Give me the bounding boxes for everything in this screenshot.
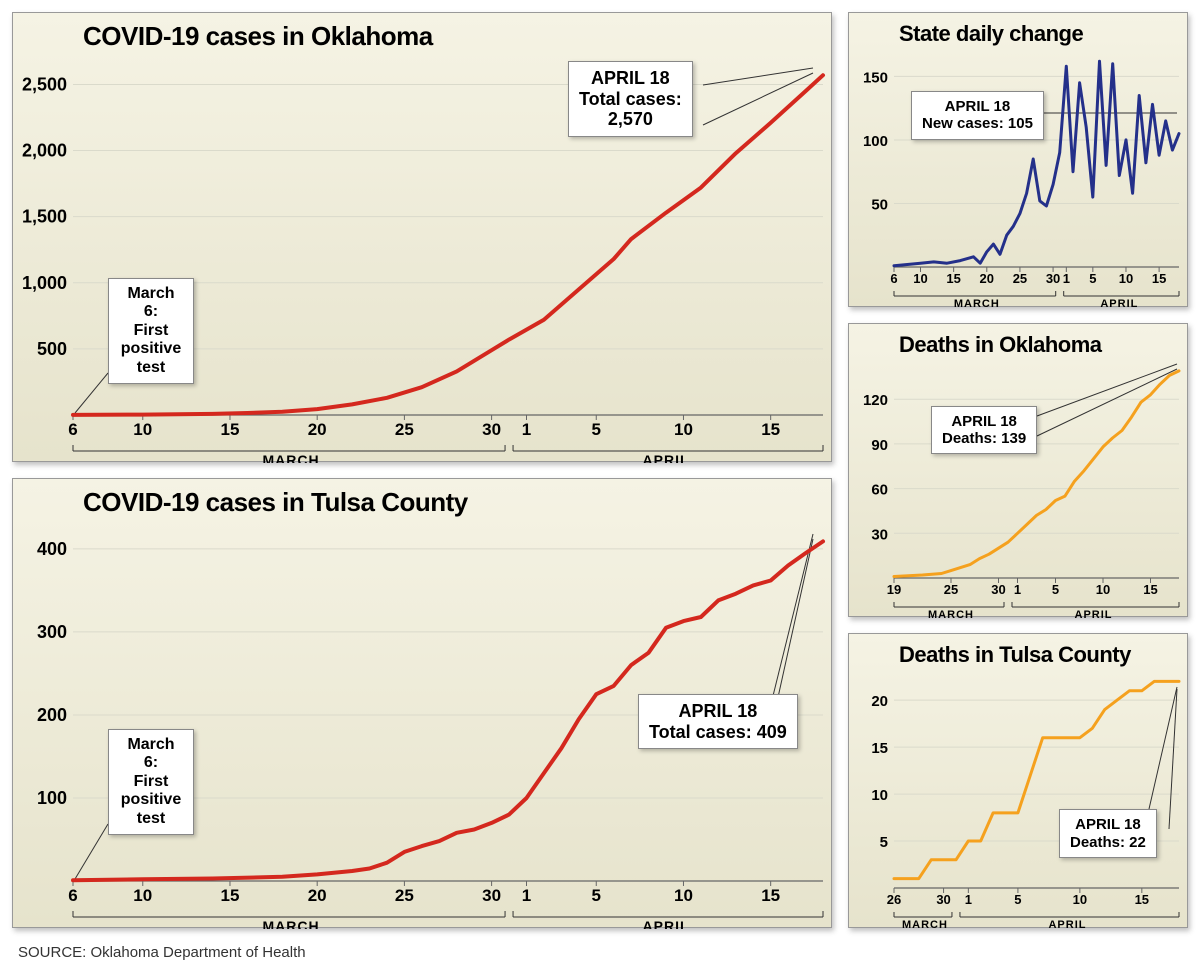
svg-text:MARCH: MARCH — [928, 609, 974, 620]
source-text: SOURCE: Oklahoma Department of Health — [12, 944, 1188, 974]
svg-text:1: 1 — [522, 420, 531, 439]
callout-first-ok: March 6:Firstpositivetest — [108, 278, 194, 384]
svg-text:25: 25 — [395, 886, 414, 905]
panel-tulsa-cases: 10020030040061015202530151015MARCHAPRIL … — [12, 478, 832, 928]
callout-daily: APRIL 18New cases: 105 — [911, 91, 1044, 140]
svg-text:25: 25 — [1013, 271, 1027, 286]
svg-text:6: 6 — [68, 886, 77, 905]
svg-text:APRIL: APRIL — [643, 918, 690, 929]
panel-deaths-ok: 306090120192530151015MARCHAPRIL Deaths i… — [848, 323, 1188, 618]
svg-text:15: 15 — [761, 886, 780, 905]
svg-text:30: 30 — [1046, 271, 1060, 286]
svg-text:10: 10 — [1096, 582, 1110, 597]
svg-text:1: 1 — [965, 892, 972, 907]
svg-text:5: 5 — [1014, 892, 1021, 907]
svg-text:MARCH: MARCH — [954, 298, 1000, 309]
svg-text:25: 25 — [944, 582, 958, 597]
chart-oklahoma-cases: 5001,0001,5002,0002,50061015202530151015… — [13, 13, 833, 463]
panel-oklahoma-cases: 5001,0001,5002,0002,50061015202530151015… — [12, 12, 832, 462]
svg-text:MARCH: MARCH — [262, 452, 319, 463]
svg-text:20: 20 — [980, 271, 994, 286]
svg-text:APRIL: APRIL — [1048, 919, 1086, 930]
callout-first-tulsa: March 6:Firstpositivetest — [108, 729, 194, 835]
svg-text:APRIL: APRIL — [1075, 609, 1113, 620]
svg-text:6: 6 — [68, 420, 77, 439]
svg-text:APRIL: APRIL — [1100, 298, 1138, 309]
chart-deaths-tulsa: 51015202630151015MARCHAPRIL — [849, 634, 1189, 930]
svg-text:MARCH: MARCH — [902, 919, 948, 930]
svg-text:10: 10 — [913, 271, 927, 286]
svg-text:15: 15 — [871, 740, 888, 757]
svg-text:19: 19 — [887, 582, 901, 597]
callout-total-ok: APRIL 18Total cases:2,570 — [568, 61, 693, 137]
svg-text:100: 100 — [863, 133, 888, 150]
svg-text:10: 10 — [871, 787, 888, 804]
svg-text:5: 5 — [1052, 582, 1059, 597]
panel-daily-change: 5010015061015202530151015MARCHAPRIL Stat… — [848, 12, 1188, 307]
svg-text:200: 200 — [37, 705, 67, 725]
svg-text:15: 15 — [221, 420, 240, 439]
svg-text:20: 20 — [308, 886, 327, 905]
svg-text:APRIL: APRIL — [643, 452, 690, 463]
svg-text:MARCH: MARCH — [262, 918, 319, 929]
svg-text:1: 1 — [522, 886, 531, 905]
title-deaths-tulsa: Deaths in Tulsa County — [899, 642, 1131, 668]
svg-text:26: 26 — [887, 892, 901, 907]
svg-text:60: 60 — [871, 481, 888, 498]
svg-text:500: 500 — [37, 339, 67, 359]
chart-deaths-ok: 306090120192530151015MARCHAPRIL — [849, 324, 1189, 620]
svg-text:2,500: 2,500 — [22, 74, 67, 94]
callout-total-tulsa: APRIL 18Total cases: 409 — [638, 694, 798, 749]
svg-text:150: 150 — [863, 69, 888, 86]
svg-text:100: 100 — [37, 788, 67, 808]
svg-text:1,500: 1,500 — [22, 207, 67, 227]
title-daily-change: State daily change — [899, 21, 1083, 47]
panel-deaths-tulsa: 51015202630151015MARCHAPRIL Deaths in Tu… — [848, 633, 1188, 928]
svg-text:15: 15 — [1152, 271, 1166, 286]
svg-text:20: 20 — [308, 420, 327, 439]
svg-text:15: 15 — [946, 271, 960, 286]
svg-text:5: 5 — [592, 420, 601, 439]
svg-text:5: 5 — [880, 834, 888, 851]
svg-text:2,000: 2,000 — [22, 141, 67, 161]
svg-text:30: 30 — [936, 892, 950, 907]
svg-text:30: 30 — [871, 526, 888, 543]
svg-text:20: 20 — [871, 694, 888, 711]
callout-deaths-tulsa: APRIL 18Deaths: 22 — [1059, 809, 1157, 858]
svg-text:15: 15 — [221, 886, 240, 905]
svg-text:50: 50 — [871, 196, 888, 213]
svg-text:15: 15 — [761, 420, 780, 439]
svg-text:30: 30 — [482, 886, 501, 905]
svg-text:10: 10 — [674, 886, 693, 905]
svg-text:10: 10 — [674, 420, 693, 439]
svg-text:1: 1 — [1014, 582, 1021, 597]
svg-text:30: 30 — [482, 420, 501, 439]
svg-text:6: 6 — [890, 271, 897, 286]
svg-text:120: 120 — [863, 392, 888, 409]
callout-deaths-ok: APRIL 18Deaths: 139 — [931, 406, 1037, 455]
svg-text:5: 5 — [1089, 271, 1096, 286]
title-ok-cases: COVID-19 cases in Oklahoma — [83, 21, 433, 52]
svg-text:1: 1 — [1063, 271, 1070, 286]
svg-text:300: 300 — [37, 622, 67, 642]
svg-text:10: 10 — [133, 886, 152, 905]
svg-text:15: 15 — [1143, 582, 1157, 597]
svg-text:5: 5 — [592, 886, 601, 905]
svg-text:10: 10 — [133, 420, 152, 439]
title-deaths-ok: Deaths in Oklahoma — [899, 332, 1102, 358]
svg-text:25: 25 — [395, 420, 414, 439]
svg-text:15: 15 — [1135, 892, 1149, 907]
svg-text:400: 400 — [37, 539, 67, 559]
svg-text:90: 90 — [871, 437, 888, 454]
svg-text:30: 30 — [991, 582, 1005, 597]
svg-text:1,000: 1,000 — [22, 273, 67, 293]
svg-text:10: 10 — [1119, 271, 1133, 286]
title-tulsa-cases: COVID-19 cases in Tulsa County — [83, 487, 468, 518]
chart-daily-change: 5010015061015202530151015MARCHAPRIL — [849, 13, 1189, 309]
svg-text:10: 10 — [1073, 892, 1087, 907]
